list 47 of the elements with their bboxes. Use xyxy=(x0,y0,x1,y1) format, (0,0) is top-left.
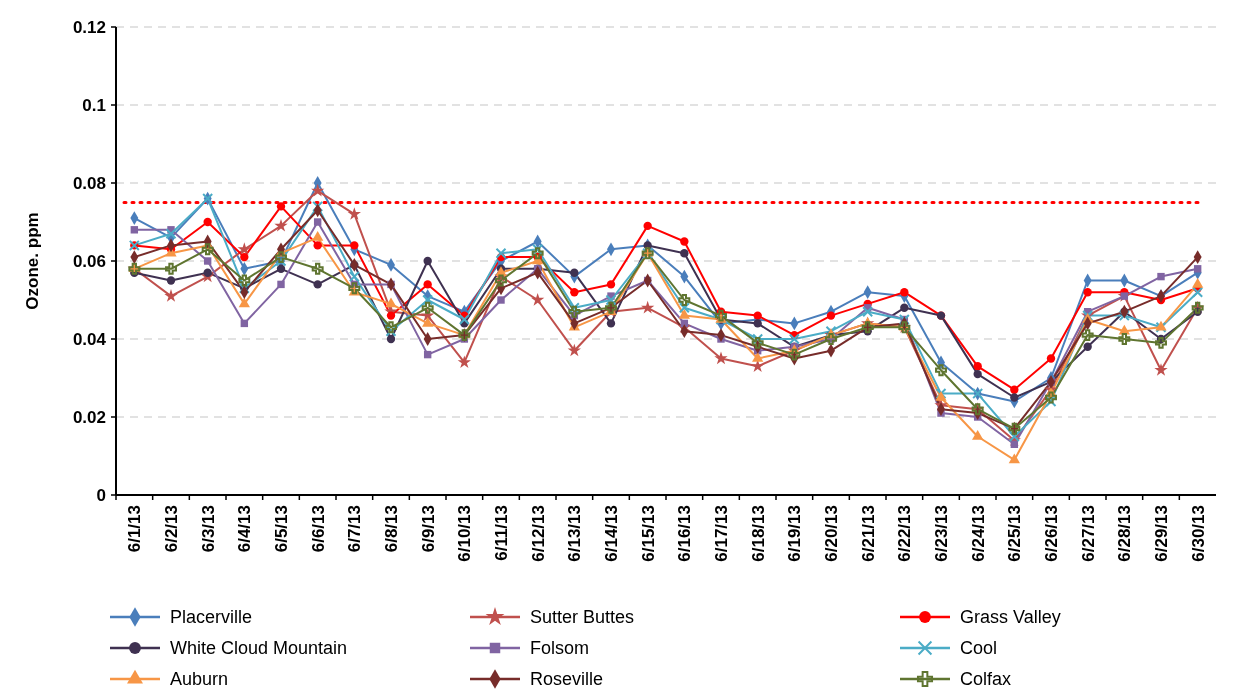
x-tick-label: 6/1/13 xyxy=(125,505,145,553)
x-tick-label: 6/21/13 xyxy=(858,505,878,562)
legend-label: Cool xyxy=(960,638,998,659)
x-tick-label: 6/29/13 xyxy=(1151,505,1171,562)
x-tick-label: 6/24/13 xyxy=(968,505,988,562)
legend-label: Colfax xyxy=(960,669,1012,690)
x-tick-label: 6/25/13 xyxy=(1005,505,1025,562)
x-tick-label: 6/2/13 xyxy=(161,505,181,553)
y-tick-label: 0.04 xyxy=(72,329,107,349)
x-tick-label: 6/7/13 xyxy=(345,505,365,553)
x-tick-label: 6/22/13 xyxy=(895,505,915,562)
y-tick-label: 0.1 xyxy=(82,95,106,115)
x-tick-label: 6/13/13 xyxy=(565,505,585,562)
y-tick-label: 0.12 xyxy=(72,17,106,37)
x-tick-label: 6/27/13 xyxy=(1078,505,1098,562)
x-tick-label: 6/20/13 xyxy=(821,505,841,562)
x-tick-label: 6/23/13 xyxy=(931,505,951,562)
x-tick-label: 6/6/13 xyxy=(308,505,328,553)
legend-label: Auburn xyxy=(170,669,229,690)
x-tick-label: 6/14/13 xyxy=(601,505,621,562)
y-tick-label: 0.02 xyxy=(72,407,106,427)
x-tick-label: 6/12/13 xyxy=(528,505,548,562)
x-tick-label: 6/19/13 xyxy=(785,505,805,562)
legend-label: Placerville xyxy=(170,607,253,628)
x-tick-label: 6/17/13 xyxy=(711,505,731,562)
x-tick-label: 6/30/13 xyxy=(1188,505,1208,562)
x-tick-label: 6/28/13 xyxy=(1115,505,1135,562)
legend-label: Folsom xyxy=(530,638,590,659)
y-tick-label: 0 xyxy=(96,485,106,505)
x-tick-label: 6/8/13 xyxy=(381,505,401,553)
x-tick-label: 6/11/13 xyxy=(491,505,511,561)
legend-label: White Cloud Mountain xyxy=(170,638,348,659)
x-tick-label: 6/26/13 xyxy=(1041,505,1061,562)
x-tick-label: 6/9/13 xyxy=(418,505,438,553)
x-tick-label: 6/15/13 xyxy=(638,505,658,562)
x-tick-label: 6/18/13 xyxy=(748,505,768,562)
x-tick-label: 6/3/13 xyxy=(198,505,218,553)
legend-label: Roseville xyxy=(530,669,604,690)
y-axis-title: Ozone. ppm xyxy=(23,212,42,310)
x-tick-label: 6/10/13 xyxy=(455,505,475,562)
y-tick-label: 0.08 xyxy=(72,173,106,193)
x-tick-label: 6/16/13 xyxy=(675,505,695,562)
x-tick-label: 6/5/13 xyxy=(271,505,291,553)
legend-label: Grass Valley xyxy=(960,607,1061,628)
y-tick-label: 0.06 xyxy=(72,251,106,271)
legend-label: Sutter Buttes xyxy=(530,607,635,628)
x-tick-label: 6/4/13 xyxy=(235,505,255,553)
